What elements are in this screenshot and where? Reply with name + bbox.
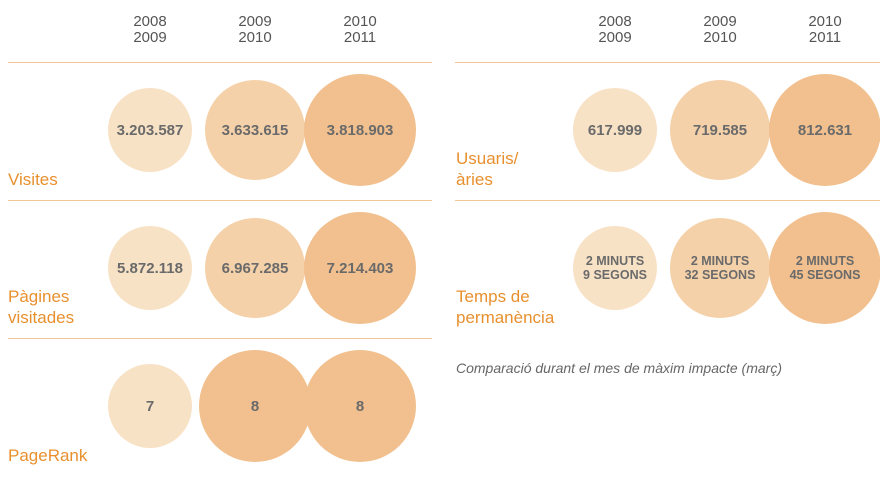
text-line: 2008 — [598, 13, 632, 30]
text-line: 7 — [145, 397, 155, 415]
value-circle: 3.203.587 — [108, 88, 192, 172]
text-line: permanència — [456, 308, 555, 327]
value-circle: 5.872.118 — [108, 226, 192, 310]
text-line: 2010 — [238, 29, 272, 46]
text-line: 719.585 — [692, 121, 748, 139]
column-header: 2010 2011 — [320, 14, 400, 46]
text-line: 7.214.403 — [326, 259, 394, 277]
row-label: Pàgines visitades — [8, 286, 74, 328]
value-circle: 2 MINUTS 45 SEGONS — [769, 212, 880, 324]
text-line: 3.818.903 — [326, 121, 394, 139]
text-line: Usuaris/ — [456, 149, 519, 168]
text-line: 2010 — [808, 13, 842, 30]
text-line: àries — [456, 170, 493, 189]
text-line: 2009 — [133, 29, 167, 46]
column-header: 2010 2011 — [785, 14, 865, 46]
separator — [8, 200, 432, 201]
row-label: PageRank — [8, 445, 87, 466]
column-header: 2009 2010 — [680, 14, 760, 46]
separator — [8, 338, 432, 339]
value-circle: 3.818.903 — [304, 74, 416, 186]
text-line: 8 — [355, 397, 365, 415]
text-line: 9 SEGONS — [583, 268, 647, 282]
column-header: 2008 2009 — [110, 14, 190, 46]
text-line: 812.631 — [797, 121, 853, 139]
note: Comparació durant el mes de màxim impact… — [456, 360, 782, 376]
text-line: 8 — [250, 397, 260, 415]
text-line: 32 SEGONS — [684, 268, 756, 282]
text-line: Temps de — [456, 287, 530, 306]
value-circle: 7.214.403 — [304, 212, 416, 324]
separator — [455, 62, 880, 63]
value-circle: 8 — [304, 350, 416, 462]
column-header: 2008 2009 — [575, 14, 655, 46]
value-circle: 7 — [108, 364, 192, 448]
text-line: 5.872.118 — [117, 259, 183, 277]
text-line: Visites — [8, 170, 58, 189]
text-line: 3.633.615 — [221, 121, 289, 139]
row-label: Visites — [8, 169, 58, 190]
text-line: 2008 — [133, 13, 167, 30]
text-line: 2009 — [703, 13, 737, 30]
text-line: 2011 — [343, 29, 377, 46]
text-line: 2 MINUTS — [585, 254, 645, 268]
text-line: 3.203.587 — [116, 121, 184, 139]
text-line: 2011 — [808, 29, 842, 46]
column-header: 2009 2010 — [215, 14, 295, 46]
text-line: visitades — [8, 308, 75, 327]
row-label: Usuaris/àries — [456, 148, 518, 190]
row-label: Temps de permanència — [456, 286, 554, 328]
value-circle: 3.633.615 — [205, 80, 305, 180]
text-line: 2 MINUTS — [795, 254, 855, 268]
value-circle: 812.631 — [769, 74, 880, 186]
text-line: PageRank — [8, 446, 88, 465]
value-circle: 719.585 — [670, 80, 770, 180]
text-line: 6.967.285 — [221, 259, 289, 277]
value-circle: 2 MINUTS 32 SEGONS — [670, 218, 770, 318]
text-line: 2010 — [703, 29, 737, 46]
value-circle: 6.967.285 — [205, 218, 305, 318]
text-line: 617.999 — [587, 121, 643, 139]
value-circle: 8 — [199, 350, 311, 462]
separator — [455, 200, 880, 201]
text-line: 2009 — [238, 13, 272, 30]
text-line: 2009 — [598, 29, 632, 46]
value-circle: 617.999 — [573, 88, 657, 172]
separator — [8, 62, 432, 63]
text-line: Pàgines — [8, 287, 70, 306]
text-line: 45 SEGONS — [789, 268, 861, 282]
value-circle: 2 MINUTS 9 SEGONS — [573, 226, 657, 310]
text-line: 2 MINUTS — [690, 254, 750, 268]
text-line: 2010 — [343, 13, 377, 30]
